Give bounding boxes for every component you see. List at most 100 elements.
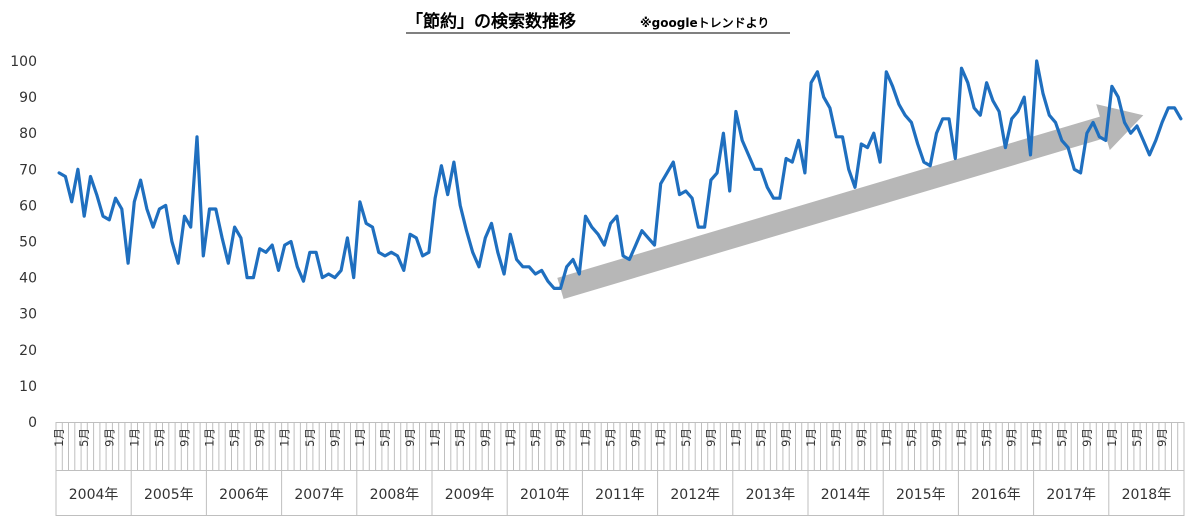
data-point	[1180, 118, 1182, 120]
data-point	[215, 208, 217, 210]
data-point	[277, 269, 280, 271]
data-point	[1042, 92, 1044, 95]
data-point	[77, 168, 79, 170]
data-point	[591, 226, 593, 228]
data-point	[1117, 96, 1119, 98]
data-point	[1036, 60, 1038, 62]
data-point	[365, 222, 367, 224]
data-point	[986, 82, 988, 84]
data-point	[841, 136, 844, 138]
data-point	[58, 172, 60, 174]
data-point	[121, 208, 123, 210]
y-tick-label: 40	[19, 271, 37, 287]
month-tick-label: 9月	[253, 428, 267, 447]
data-point	[866, 147, 869, 149]
month-tick-label: 9月	[779, 428, 793, 447]
data-point	[628, 258, 631, 261]
data-point	[704, 226, 706, 228]
data-point	[904, 114, 906, 116]
month-tick-label: 9月	[930, 428, 944, 447]
data-point	[666, 172, 668, 174]
data-point	[108, 219, 110, 221]
year-label: 2017年	[1046, 487, 1096, 503]
month-tick-label: 9月	[328, 428, 342, 447]
month-tick-label: 1月	[203, 428, 217, 447]
data-point	[422, 255, 424, 257]
data-point	[459, 204, 461, 206]
data-point	[83, 215, 85, 217]
data-point	[447, 194, 449, 196]
data-point	[960, 67, 963, 69]
data-point	[810, 82, 812, 84]
year-label: 2006年	[219, 487, 269, 503]
y-tick-label: 60	[19, 198, 37, 214]
month-tick-label: 5月	[228, 428, 242, 447]
data-point	[71, 201, 73, 203]
year-label: 2016年	[971, 487, 1021, 503]
data-point	[528, 266, 530, 268]
data-point	[992, 100, 994, 102]
data-point	[942, 118, 944, 120]
data-point	[597, 233, 599, 235]
month-tick-label: 5月	[1055, 428, 1069, 447]
data-point	[735, 110, 737, 113]
data-point	[146, 208, 148, 210]
data-point	[497, 251, 499, 253]
data-point	[133, 201, 135, 203]
data-point	[816, 71, 819, 73]
data-point	[779, 197, 781, 199]
data-point	[1004, 147, 1007, 149]
month-tick-label: 9月	[554, 428, 568, 447]
data-point	[259, 248, 261, 250]
data-point	[240, 237, 242, 239]
year-label: 2011年	[595, 487, 645, 503]
data-point	[252, 277, 254, 279]
month-tick-label: 9月	[1155, 428, 1169, 447]
data-point	[1167, 107, 1169, 109]
data-point	[710, 179, 712, 181]
year-label: 2009年	[445, 487, 495, 503]
month-tick-label: 1月	[278, 428, 292, 447]
data-point	[559, 287, 562, 289]
data-point	[465, 230, 468, 232]
data-point	[754, 168, 756, 170]
data-point	[371, 226, 374, 228]
data-point	[165, 204, 167, 206]
data-point	[1098, 136, 1100, 138]
y-tick-label: 10	[19, 379, 37, 395]
trend-arrow	[557, 104, 1144, 299]
data-point	[434, 197, 436, 199]
month-tick-label: 1月	[654, 428, 668, 447]
data-point	[860, 143, 862, 145]
month-tick-label: 1月	[353, 428, 367, 447]
data-point	[873, 132, 875, 134]
data-point	[1017, 110, 1019, 113]
month-tick-label: 5月	[604, 428, 618, 447]
data-point	[998, 110, 1000, 113]
data-point	[1148, 154, 1151, 156]
month-tick-label: 5月	[1130, 428, 1144, 447]
data-point	[534, 273, 537, 275]
data-point	[96, 194, 98, 196]
data-point	[390, 251, 392, 253]
month-tick-label: 5月	[904, 428, 918, 447]
year-label: 2004年	[69, 487, 119, 503]
data-point	[484, 237, 486, 239]
month-tick-label: 5月	[528, 428, 542, 447]
year-label: 2012年	[670, 487, 720, 503]
month-tick-label: 5月	[829, 428, 843, 447]
data-point	[284, 244, 286, 246]
month-tick-label: 1月	[955, 428, 969, 447]
data-point	[177, 262, 179, 264]
data-point	[302, 280, 305, 282]
y-tick-label: 50	[19, 235, 37, 251]
data-point	[572, 258, 574, 261]
data-point	[490, 222, 493, 224]
data-point	[829, 107, 831, 109]
year-label: 2013年	[746, 487, 796, 503]
data-point	[1011, 118, 1013, 120]
data-point	[509, 233, 511, 235]
data-point	[647, 237, 649, 239]
data-point	[353, 277, 355, 279]
data-point	[64, 175, 66, 178]
